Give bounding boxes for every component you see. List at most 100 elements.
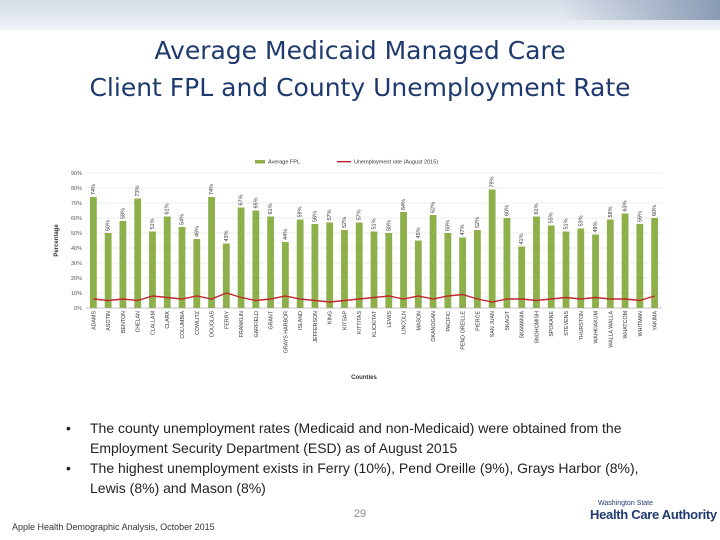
- x-tick-label: WHATCOM: [623, 311, 629, 339]
- x-tick-label: SKAGIT: [505, 310, 511, 330]
- x-tick-label: WAHKIAKUM: [594, 311, 600, 343]
- bar: [311, 224, 319, 308]
- logo-line2: Health Care Authority: [590, 507, 717, 522]
- y-tick-label: 60%: [71, 216, 82, 222]
- x-tick-label: LEWIS: [387, 311, 393, 328]
- bar: [503, 218, 511, 308]
- bullet-text: The county unemployment rates (Medicaid …: [90, 420, 622, 456]
- x-tick-label: PACIFIC: [446, 311, 452, 332]
- x-tick-label: ADAMS: [91, 311, 97, 330]
- data-label: 43%: [224, 230, 230, 241]
- data-label: 60%: [504, 205, 510, 216]
- data-label: 51%: [564, 218, 570, 229]
- bar: [178, 227, 186, 308]
- bar: [163, 216, 171, 308]
- data-label: 56%: [637, 211, 643, 222]
- bar: [518, 246, 526, 308]
- bar: [193, 239, 201, 308]
- data-label: 60%: [652, 205, 658, 216]
- bullet-marker: •: [66, 420, 71, 436]
- data-label: 61%: [268, 203, 274, 214]
- data-label: 59%: [298, 206, 304, 217]
- hca-logo: Washington State Health Care Authority: [586, 500, 717, 524]
- data-label: 52%: [342, 217, 348, 228]
- data-label: 59%: [608, 206, 614, 217]
- bar: [134, 198, 142, 308]
- bar: [104, 233, 112, 308]
- data-label: 46%: [194, 226, 200, 237]
- bar: [281, 242, 289, 308]
- x-tick-label: LINCOLN: [402, 311, 408, 334]
- bar: [606, 219, 614, 308]
- bar: [473, 230, 481, 308]
- x-tick-label: MASON: [416, 311, 422, 331]
- data-label: 50%: [445, 220, 451, 231]
- x-tick-label: KITTITAS: [357, 311, 363, 334]
- x-tick-label: GRAYS HARBOR: [283, 311, 289, 353]
- x-tick-label: KING: [328, 311, 334, 324]
- data-label: 64%: [401, 199, 407, 210]
- y-tick-label: 90%: [71, 171, 82, 177]
- bar: [414, 240, 422, 308]
- bar: [488, 189, 496, 308]
- data-label: 51%: [150, 218, 156, 229]
- bar: [355, 222, 363, 308]
- x-tick-label: ISLAND: [298, 311, 304, 330]
- x-tick-label: SPOKANE: [549, 311, 555, 337]
- x-tick-label: PIERCE: [475, 311, 481, 331]
- data-label: 50%: [106, 220, 112, 231]
- slide-title: Average Medicaid Managed Care Client FPL…: [0, 32, 720, 106]
- bar: [533, 216, 540, 308]
- data-label: 58%: [120, 208, 126, 219]
- x-tick-label: COWLITZ: [195, 310, 201, 335]
- chart: 0% 10% 20% 30% 40% 50% 60% 70% 80% 90% Percentage A…: [54, 160, 662, 381]
- y-axis-label: Percentage: [54, 224, 60, 257]
- x-tick-label: STEVENS: [564, 311, 570, 336]
- bar: [326, 222, 334, 308]
- data-label: 73%: [135, 185, 141, 196]
- y-tick-label: 80%: [71, 186, 82, 192]
- y-tick-label: 10%: [71, 291, 82, 297]
- x-tick-label: PEND OREILLE: [461, 311, 467, 350]
- y-tick-label: 40%: [71, 246, 82, 252]
- bar: [562, 231, 570, 308]
- bar: [547, 225, 555, 308]
- y-tick-label: 70%: [71, 201, 82, 207]
- data-label: 47%: [460, 224, 466, 235]
- bar: [577, 228, 585, 308]
- x-tick-label: JEFFERSON: [313, 311, 319, 343]
- data-label: 54%: [180, 214, 186, 225]
- x-tick-label: GARFIELD: [254, 311, 260, 338]
- y-tick-label: 0%: [74, 306, 82, 312]
- bar: [459, 237, 467, 308]
- header-accent: [560, 0, 720, 20]
- data-label: 65%: [253, 197, 259, 208]
- bar: [341, 230, 348, 308]
- y-tick-label: 50%: [71, 231, 82, 237]
- bar: [621, 213, 629, 308]
- data-label: 67%: [239, 194, 245, 205]
- bar: [252, 210, 260, 308]
- y-tick-label: 30%: [71, 261, 82, 267]
- logo-line1: Washington State: [598, 500, 653, 507]
- x-tick-label: FERRY: [224, 311, 230, 329]
- data-label: 49%: [593, 221, 599, 232]
- x-tick-label: WHITMAN: [638, 311, 644, 336]
- data-label: 61%: [165, 203, 171, 214]
- bar: [400, 212, 407, 308]
- data-label: 62%: [431, 202, 437, 213]
- x-tick-label: BENTON: [121, 311, 127, 333]
- data-label: 45%: [416, 227, 422, 238]
- bar: [296, 219, 304, 308]
- bar: [429, 215, 437, 308]
- bar: [119, 221, 127, 308]
- slide-title-line2: Client FPL and County Unemployment Rate: [89, 73, 631, 102]
- x-tick-label: THURSTON: [579, 311, 585, 341]
- x-tick-label: CLARK: [165, 311, 171, 329]
- data-label: 57%: [327, 209, 333, 220]
- data-label: 56%: [312, 211, 318, 222]
- x-tick-label: CLALLAM: [150, 311, 156, 335]
- data-label: 63%: [623, 200, 629, 211]
- data-label: 53%: [578, 215, 584, 226]
- bar: [592, 234, 599, 308]
